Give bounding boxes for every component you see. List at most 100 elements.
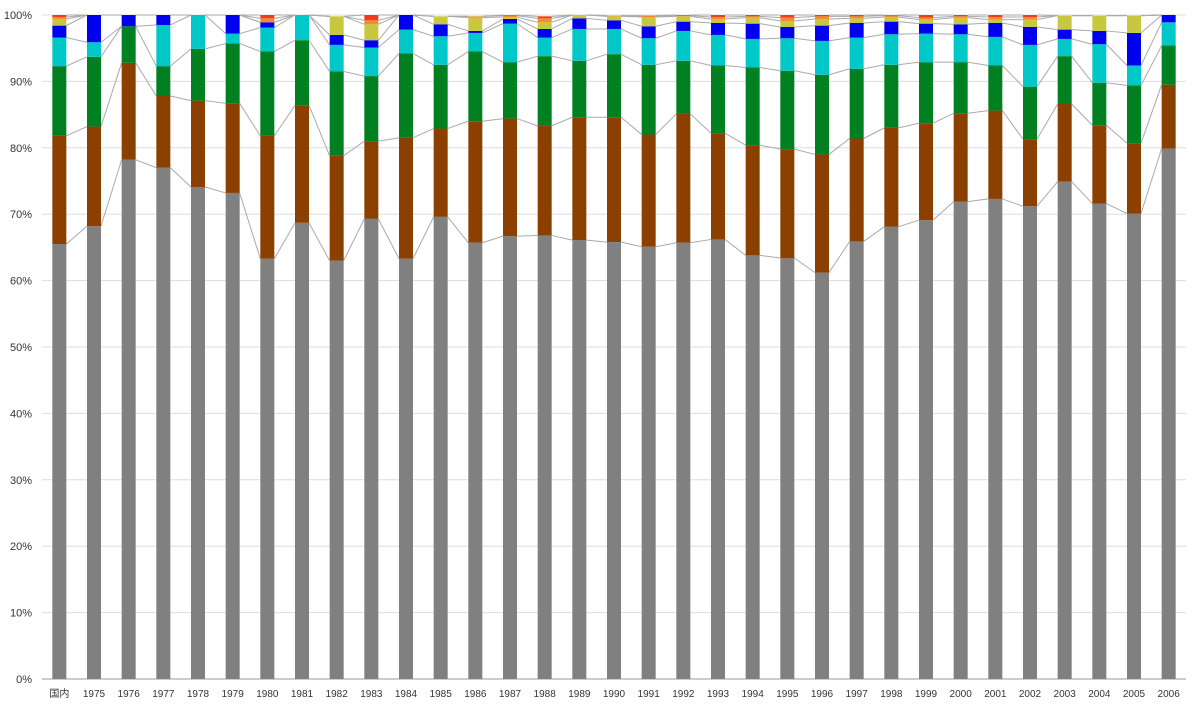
bar-segment bbox=[1057, 29, 1072, 39]
series-connector-line bbox=[898, 15, 920, 19]
bar-segment bbox=[260, 27, 275, 52]
series-connector-line bbox=[759, 37, 781, 40]
x-tick-label: 1987 bbox=[499, 689, 522, 700]
series-connector-line bbox=[1071, 103, 1093, 126]
series-connector-line bbox=[100, 62, 123, 127]
series-connector-line bbox=[447, 51, 469, 66]
x-tick-label: 1980 bbox=[256, 689, 279, 700]
bar-segment bbox=[641, 16, 656, 27]
series-connector-line bbox=[412, 29, 434, 37]
series-connector-line bbox=[1036, 26, 1058, 31]
y-axis-tick-labels: 0% 10% 20% 30% 40% 50% 60% 70% 80% 90% 100% bbox=[4, 10, 32, 686]
bar-segment bbox=[121, 15, 136, 27]
x-tick-label: 1999 bbox=[915, 689, 938, 700]
series-connector-line bbox=[482, 18, 504, 32]
bar-segment bbox=[468, 51, 483, 122]
bar-segment bbox=[1161, 148, 1176, 680]
bar-segment bbox=[676, 242, 691, 679]
series-connector-line bbox=[447, 120, 469, 130]
bar-segment bbox=[503, 23, 517, 63]
bar-segment bbox=[849, 15, 864, 17]
bar-segment bbox=[295, 40, 309, 106]
bar-segment bbox=[503, 62, 517, 119]
series-connector-line bbox=[1140, 22, 1163, 66]
bar-segment bbox=[225, 43, 240, 104]
series-connector-line bbox=[412, 216, 435, 259]
bar-segment bbox=[953, 24, 968, 35]
x-tick-label: 2005 bbox=[1123, 689, 1146, 700]
bar-segment bbox=[884, 21, 899, 35]
bar-segment bbox=[815, 74, 829, 155]
bar-segment bbox=[295, 222, 309, 679]
series-connector-line bbox=[551, 17, 573, 30]
bar-segment bbox=[503, 16, 517, 19]
bar-segment bbox=[1023, 15, 1037, 17]
y-tick-label: 90% bbox=[10, 76, 32, 88]
bar-segment bbox=[225, 15, 240, 34]
series-connector-line bbox=[724, 34, 746, 40]
series-connector-line bbox=[828, 22, 850, 27]
series-connector-line bbox=[239, 192, 261, 259]
bar-segment bbox=[364, 76, 379, 142]
series-connector-line bbox=[135, 26, 157, 67]
bar-segment bbox=[399, 137, 413, 259]
x-tick-label: 1991 bbox=[638, 689, 661, 700]
series-connector-line bbox=[759, 254, 781, 259]
bar-segment bbox=[607, 20, 621, 29]
series-connector-line bbox=[1106, 30, 1128, 34]
series-connector-line bbox=[343, 34, 365, 41]
bar-segment bbox=[919, 123, 933, 221]
bar-segment bbox=[468, 30, 483, 33]
bar-segment bbox=[1057, 38, 1072, 57]
series-connector-line bbox=[412, 128, 434, 139]
bar-segment bbox=[433, 216, 448, 679]
series-connector-line bbox=[239, 14, 261, 23]
bar-segment bbox=[676, 21, 691, 31]
series-connector-line bbox=[482, 16, 504, 19]
bar-segment bbox=[572, 117, 587, 241]
x-tick-label: 1994 bbox=[742, 689, 765, 700]
bar-segment bbox=[191, 100, 205, 187]
series-connector-line bbox=[343, 15, 365, 21]
series-connector-line bbox=[794, 70, 816, 76]
bar-segment bbox=[329, 260, 344, 679]
series-connector-line bbox=[100, 26, 123, 58]
bar-segment bbox=[641, 38, 656, 65]
bar-segment bbox=[121, 159, 136, 679]
bar-segment bbox=[815, 16, 829, 19]
bar-segment bbox=[849, 37, 864, 69]
series-connector-line bbox=[1001, 65, 1024, 88]
series-connector-line bbox=[66, 14, 88, 27]
bar-segment bbox=[988, 110, 1003, 199]
bar-segment bbox=[87, 56, 101, 127]
bar-segment bbox=[191, 15, 205, 49]
bar-segment bbox=[849, 22, 864, 38]
series-connector-line bbox=[898, 16, 920, 21]
bar-segment bbox=[884, 226, 899, 680]
bar-segment bbox=[711, 133, 725, 240]
series-connector-line bbox=[724, 17, 746, 20]
bar-segment bbox=[1127, 15, 1141, 33]
bar-segment bbox=[121, 62, 136, 160]
series-connector-line bbox=[308, 105, 331, 156]
bar-segment bbox=[711, 18, 725, 23]
series-connector-line bbox=[655, 15, 677, 18]
bar-segment bbox=[676, 113, 691, 243]
series-connector-line bbox=[586, 17, 608, 21]
series-connector-line bbox=[828, 241, 851, 273]
y-tick-label: 30% bbox=[10, 475, 32, 487]
series-connector-line bbox=[516, 14, 538, 17]
bar-segment bbox=[815, 40, 829, 75]
series-connector-line bbox=[690, 30, 712, 36]
bar-segment bbox=[1023, 19, 1037, 27]
series-connector-line bbox=[169, 167, 192, 188]
bar-segment bbox=[1057, 181, 1072, 679]
series-connector-line bbox=[516, 18, 538, 30]
bar-segment bbox=[329, 16, 344, 35]
bar-segment bbox=[503, 236, 517, 679]
bar-segment bbox=[711, 15, 725, 17]
series-connector-line bbox=[655, 21, 677, 27]
bar-segment bbox=[919, 23, 933, 34]
series-connector-line bbox=[932, 17, 954, 21]
bar-segment bbox=[225, 33, 240, 44]
